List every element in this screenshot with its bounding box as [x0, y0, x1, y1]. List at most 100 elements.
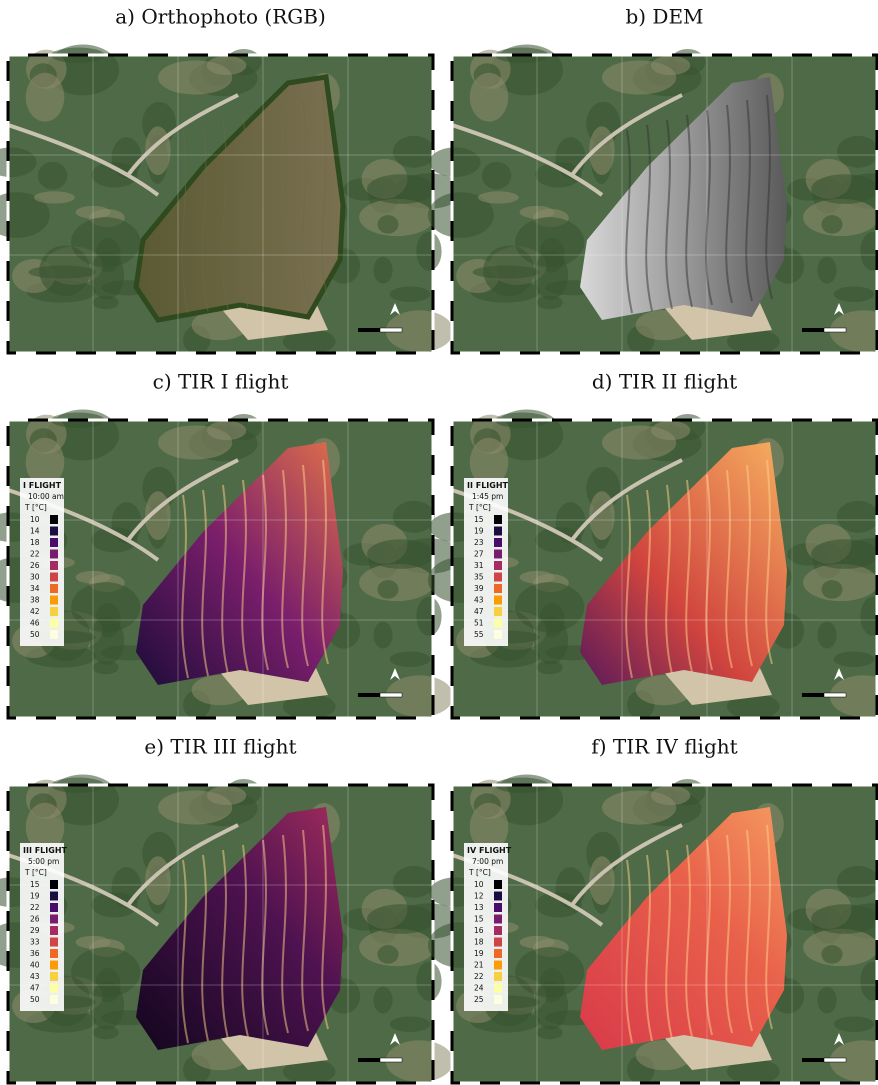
- scale-bar-black: [802, 328, 824, 332]
- legend-swatch: [494, 961, 502, 970]
- legend-value: 35: [474, 573, 484, 582]
- legend-swatch: [50, 972, 58, 981]
- vegetation-patch: [478, 191, 519, 203]
- legend-value: 18: [474, 938, 484, 947]
- legend-value: 21: [474, 961, 484, 970]
- vegetation-patch: [811, 174, 878, 204]
- vegetation-patch: [803, 564, 878, 601]
- legend-swatch: [494, 515, 502, 524]
- vegetation-patch: [821, 945, 842, 964]
- legend-value: 39: [474, 584, 484, 593]
- vegetation-patch: [390, 286, 431, 301]
- legend-value: 42: [30, 607, 40, 616]
- legend-swatch: [50, 892, 58, 901]
- vegetation-patch: [390, 651, 431, 666]
- scale-bar-white: [824, 1058, 846, 1062]
- legend-title: I FLIGHT: [23, 481, 62, 490]
- legend-swatch: [494, 880, 502, 889]
- vegetation-patch: [811, 904, 878, 934]
- legend-value: 14: [30, 527, 40, 536]
- legend-swatch: [494, 938, 502, 947]
- legend-value: 43: [474, 596, 484, 605]
- panel-title: b) DEM: [625, 5, 703, 29]
- vegetation-patch: [207, 421, 246, 440]
- legend-value: 10: [30, 515, 40, 524]
- legend-swatch: [50, 550, 58, 559]
- legend-swatch: [494, 584, 502, 593]
- vegetation-patch: [393, 501, 435, 533]
- vegetation-patch: [38, 162, 67, 190]
- vegetation-patch: [39, 245, 90, 296]
- vegetation-patch: [367, 539, 435, 569]
- scale-bar-black: [358, 693, 380, 697]
- vegetation-patch: [359, 929, 434, 966]
- legend-swatch: [50, 596, 58, 605]
- legend-value: 40: [30, 961, 40, 970]
- legend-value: 13: [474, 903, 484, 912]
- legend-value: 15: [30, 880, 40, 889]
- vegetation-patch: [26, 73, 65, 122]
- vegetation-patch: [393, 866, 435, 898]
- legend-value: 36: [30, 949, 40, 958]
- legend-value: 19: [474, 527, 484, 536]
- legend-swatch: [50, 561, 58, 570]
- legend-value: 27: [474, 550, 484, 559]
- vegetation-patch: [377, 580, 398, 599]
- vegetation-patch: [817, 622, 836, 649]
- vegetation-patch: [416, 962, 441, 1001]
- legend-swatch: [50, 984, 58, 993]
- legend-swatch: [50, 527, 58, 536]
- vegetation-patch: [429, 147, 480, 177]
- vegetation-patch: [811, 539, 878, 569]
- panel-title: d) TIR II flight: [592, 370, 737, 394]
- legend-swatch: [50, 961, 58, 970]
- vegetation-patch: [837, 866, 878, 898]
- legend-swatch: [494, 972, 502, 981]
- vegetation-patch: [393, 136, 435, 168]
- legend-swatch: [50, 515, 58, 524]
- legend-swatch: [494, 550, 502, 559]
- vegetation-patch: [651, 421, 690, 440]
- legend-swatch: [50, 619, 58, 628]
- scale-bar-black: [358, 1058, 380, 1062]
- panel-title: a) Orthophoto (RGB): [115, 5, 326, 29]
- vegetation-patch: [207, 56, 246, 75]
- map-panel: III FLIGHT5:00 pmT [°C]15192226293336404…: [0, 775, 463, 1085]
- legend-swatch: [494, 596, 502, 605]
- vegetation-patch: [834, 651, 875, 666]
- legend-swatch: [494, 561, 502, 570]
- legend-value: 50: [30, 630, 40, 639]
- scale-bar-white: [824, 328, 846, 332]
- panel-title: f) TIR IV flight: [591, 735, 737, 759]
- panel-title: c) TIR I flight: [153, 370, 289, 394]
- legend-value: 30: [30, 573, 40, 582]
- legend-value: 19: [474, 949, 484, 958]
- vegetation-patch: [651, 56, 690, 75]
- legend-value: 15: [474, 515, 484, 524]
- legend-swatch: [50, 584, 58, 593]
- legend-swatch: [494, 607, 502, 616]
- legend-swatch: [494, 892, 502, 901]
- legend-swatch: [494, 915, 502, 924]
- legend-value: 25: [474, 995, 484, 1004]
- vegetation-patch: [834, 286, 875, 301]
- legend-value: 47: [474, 607, 484, 616]
- legend-swatch: [494, 903, 502, 912]
- panel-title: e) TIR III flight: [144, 735, 296, 759]
- vegetation-patch: [470, 73, 509, 122]
- legend-time: 1:45 pm: [472, 492, 503, 501]
- legend-value: 16: [474, 926, 484, 935]
- vegetation-patch: [359, 199, 434, 236]
- legend-swatch: [494, 527, 502, 536]
- legend-value: 18: [30, 538, 40, 547]
- vegetation-patch: [803, 199, 878, 236]
- legend-value: 15: [474, 915, 484, 924]
- legend-value: 51: [474, 619, 484, 628]
- legend-swatch: [50, 995, 58, 1004]
- legend-value: 19: [30, 892, 40, 901]
- legend-value: 23: [474, 538, 484, 547]
- scale-bar-white: [380, 693, 402, 697]
- legend-value: 22: [30, 550, 40, 559]
